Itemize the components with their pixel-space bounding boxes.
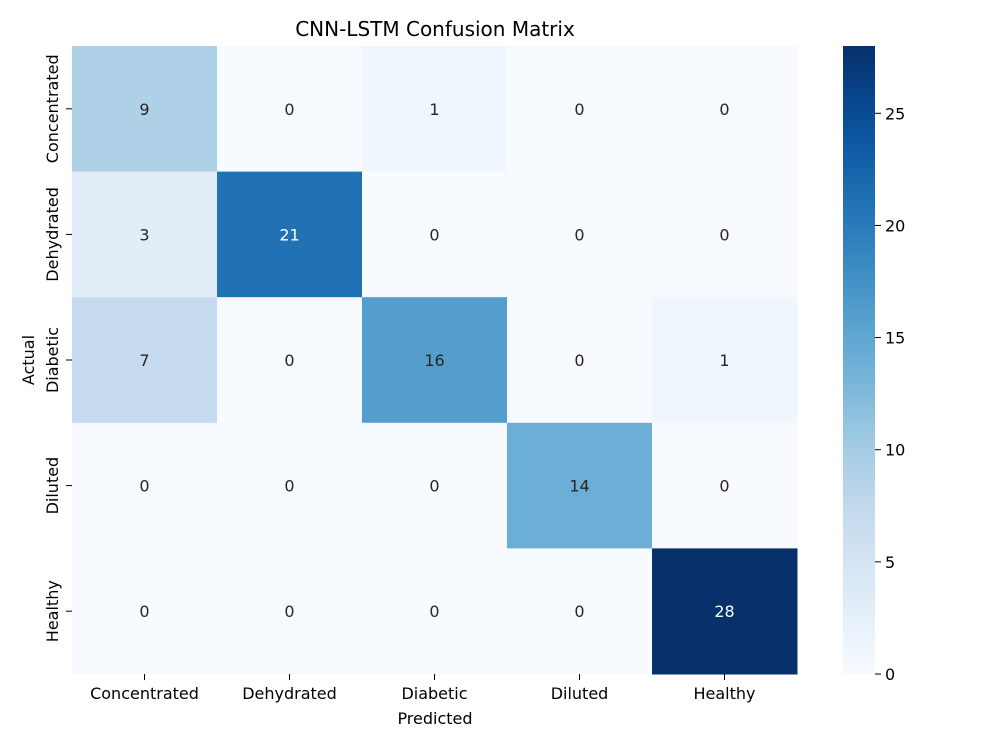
- heatmap-cell: [652, 297, 798, 424]
- colorbar-gradient: [843, 46, 875, 674]
- cell-value-label: 0: [719, 477, 729, 496]
- cell-value-label: 0: [574, 225, 584, 244]
- cell-value-label: 0: [139, 477, 149, 496]
- colorbar: 0 5 10 15 20 25: [843, 46, 905, 684]
- cell-value-label: 0: [719, 225, 729, 244]
- cell-value-label: 1: [719, 351, 729, 370]
- heatmap-cell: [362, 422, 508, 549]
- x-axis: Concentrated Dehydrated Diabetic Diluted Hea…: [90, 674, 756, 703]
- cell-value-labels: 9 0 1 0 0 3 21 0 0 0 7 0 16 0 1 0 0 0 14 0 0 0 0 0 28: [139, 100, 734, 621]
- cell-value-label: 16: [424, 351, 444, 370]
- cell-value-label: 0: [574, 351, 584, 370]
- cell-value-label: 0: [139, 602, 149, 621]
- cell-value-label: 14: [569, 477, 589, 496]
- colorbar-tick-label: 25: [885, 104, 905, 123]
- cell-value-label: 7: [139, 351, 149, 370]
- cell-value-label: 21: [279, 225, 299, 244]
- cell-value-label: 0: [284, 602, 294, 621]
- cell-value-label: 0: [574, 100, 584, 119]
- heatmap-cell: [72, 548, 218, 675]
- cell-value-label: 0: [284, 351, 294, 370]
- colorbar-tick-label: 20: [885, 216, 905, 235]
- colorbar-tick-label: 5: [885, 553, 895, 572]
- heatmap-cell: [217, 297, 363, 424]
- cell-value-label: 0: [284, 477, 294, 496]
- x-tick-label: Healthy: [693, 684, 755, 703]
- colorbar-tick-label: 10: [885, 441, 905, 460]
- cell-value-label: 0: [429, 225, 439, 244]
- heatmap-cell: [72, 171, 218, 298]
- cell-value-label: 0: [284, 100, 294, 119]
- y-tick-label: Concentrated: [43, 54, 62, 163]
- y-tick-label: Diabetic: [43, 327, 62, 393]
- heatmap-cell: [362, 171, 508, 298]
- heatmap-cell: [217, 422, 363, 549]
- heatmap-cell: [652, 548, 798, 675]
- heatmap-cell: [217, 171, 363, 298]
- cell-value-label: 0: [429, 477, 439, 496]
- cell-value-label: 1: [429, 100, 439, 119]
- heatmap-cell: [652, 171, 798, 298]
- cell-value-label: 28: [714, 602, 734, 621]
- cell-value-label: 9: [139, 100, 149, 119]
- heatmap-cell: [217, 46, 363, 173]
- cell-value-label: 0: [429, 602, 439, 621]
- heatmap-cell: [72, 46, 218, 173]
- heatmap-cell: [507, 422, 653, 549]
- chart-title: CNN-LSTM Confusion Matrix: [295, 17, 575, 41]
- heatmap-cell: [362, 46, 508, 173]
- heatmap-cell: [72, 297, 218, 424]
- y-axis-label: Actual: [19, 335, 38, 385]
- x-tick-label: Diluted: [551, 684, 609, 703]
- y-tick-label: Healthy: [43, 580, 62, 642]
- heatmap-cell: [362, 297, 508, 424]
- heatmap-cell: [507, 297, 653, 424]
- cell-value-label: 0: [719, 100, 729, 119]
- heatmap-cell: [217, 548, 363, 675]
- heatmap-cell: [652, 46, 798, 173]
- colorbar-tick-label: 15: [885, 329, 905, 348]
- heatmap-cell: [362, 548, 508, 675]
- heatmap-cells: [72, 46, 798, 675]
- heatmap-cell: [507, 171, 653, 298]
- y-axis: Concentrated Dehydrated Diabetic Diluted Hea…: [43, 54, 72, 642]
- y-tick-label: Dehydrated: [43, 187, 62, 282]
- x-axis-label: Predicted: [397, 709, 472, 728]
- colorbar-tick-label: 0: [885, 665, 895, 684]
- x-tick-label: Dehydrated: [242, 684, 337, 703]
- heatmap-cell: [507, 46, 653, 173]
- cell-value-label: 3: [139, 225, 149, 244]
- heatmap-cell: [507, 548, 653, 675]
- y-tick-label: Diluted: [43, 457, 62, 515]
- x-tick-label: Diabetic: [401, 684, 467, 703]
- cell-value-label: 0: [574, 602, 584, 621]
- x-tick-label: Concentrated: [90, 684, 199, 703]
- heatmap-cell: [72, 422, 218, 549]
- heatmap-cell: [652, 422, 798, 549]
